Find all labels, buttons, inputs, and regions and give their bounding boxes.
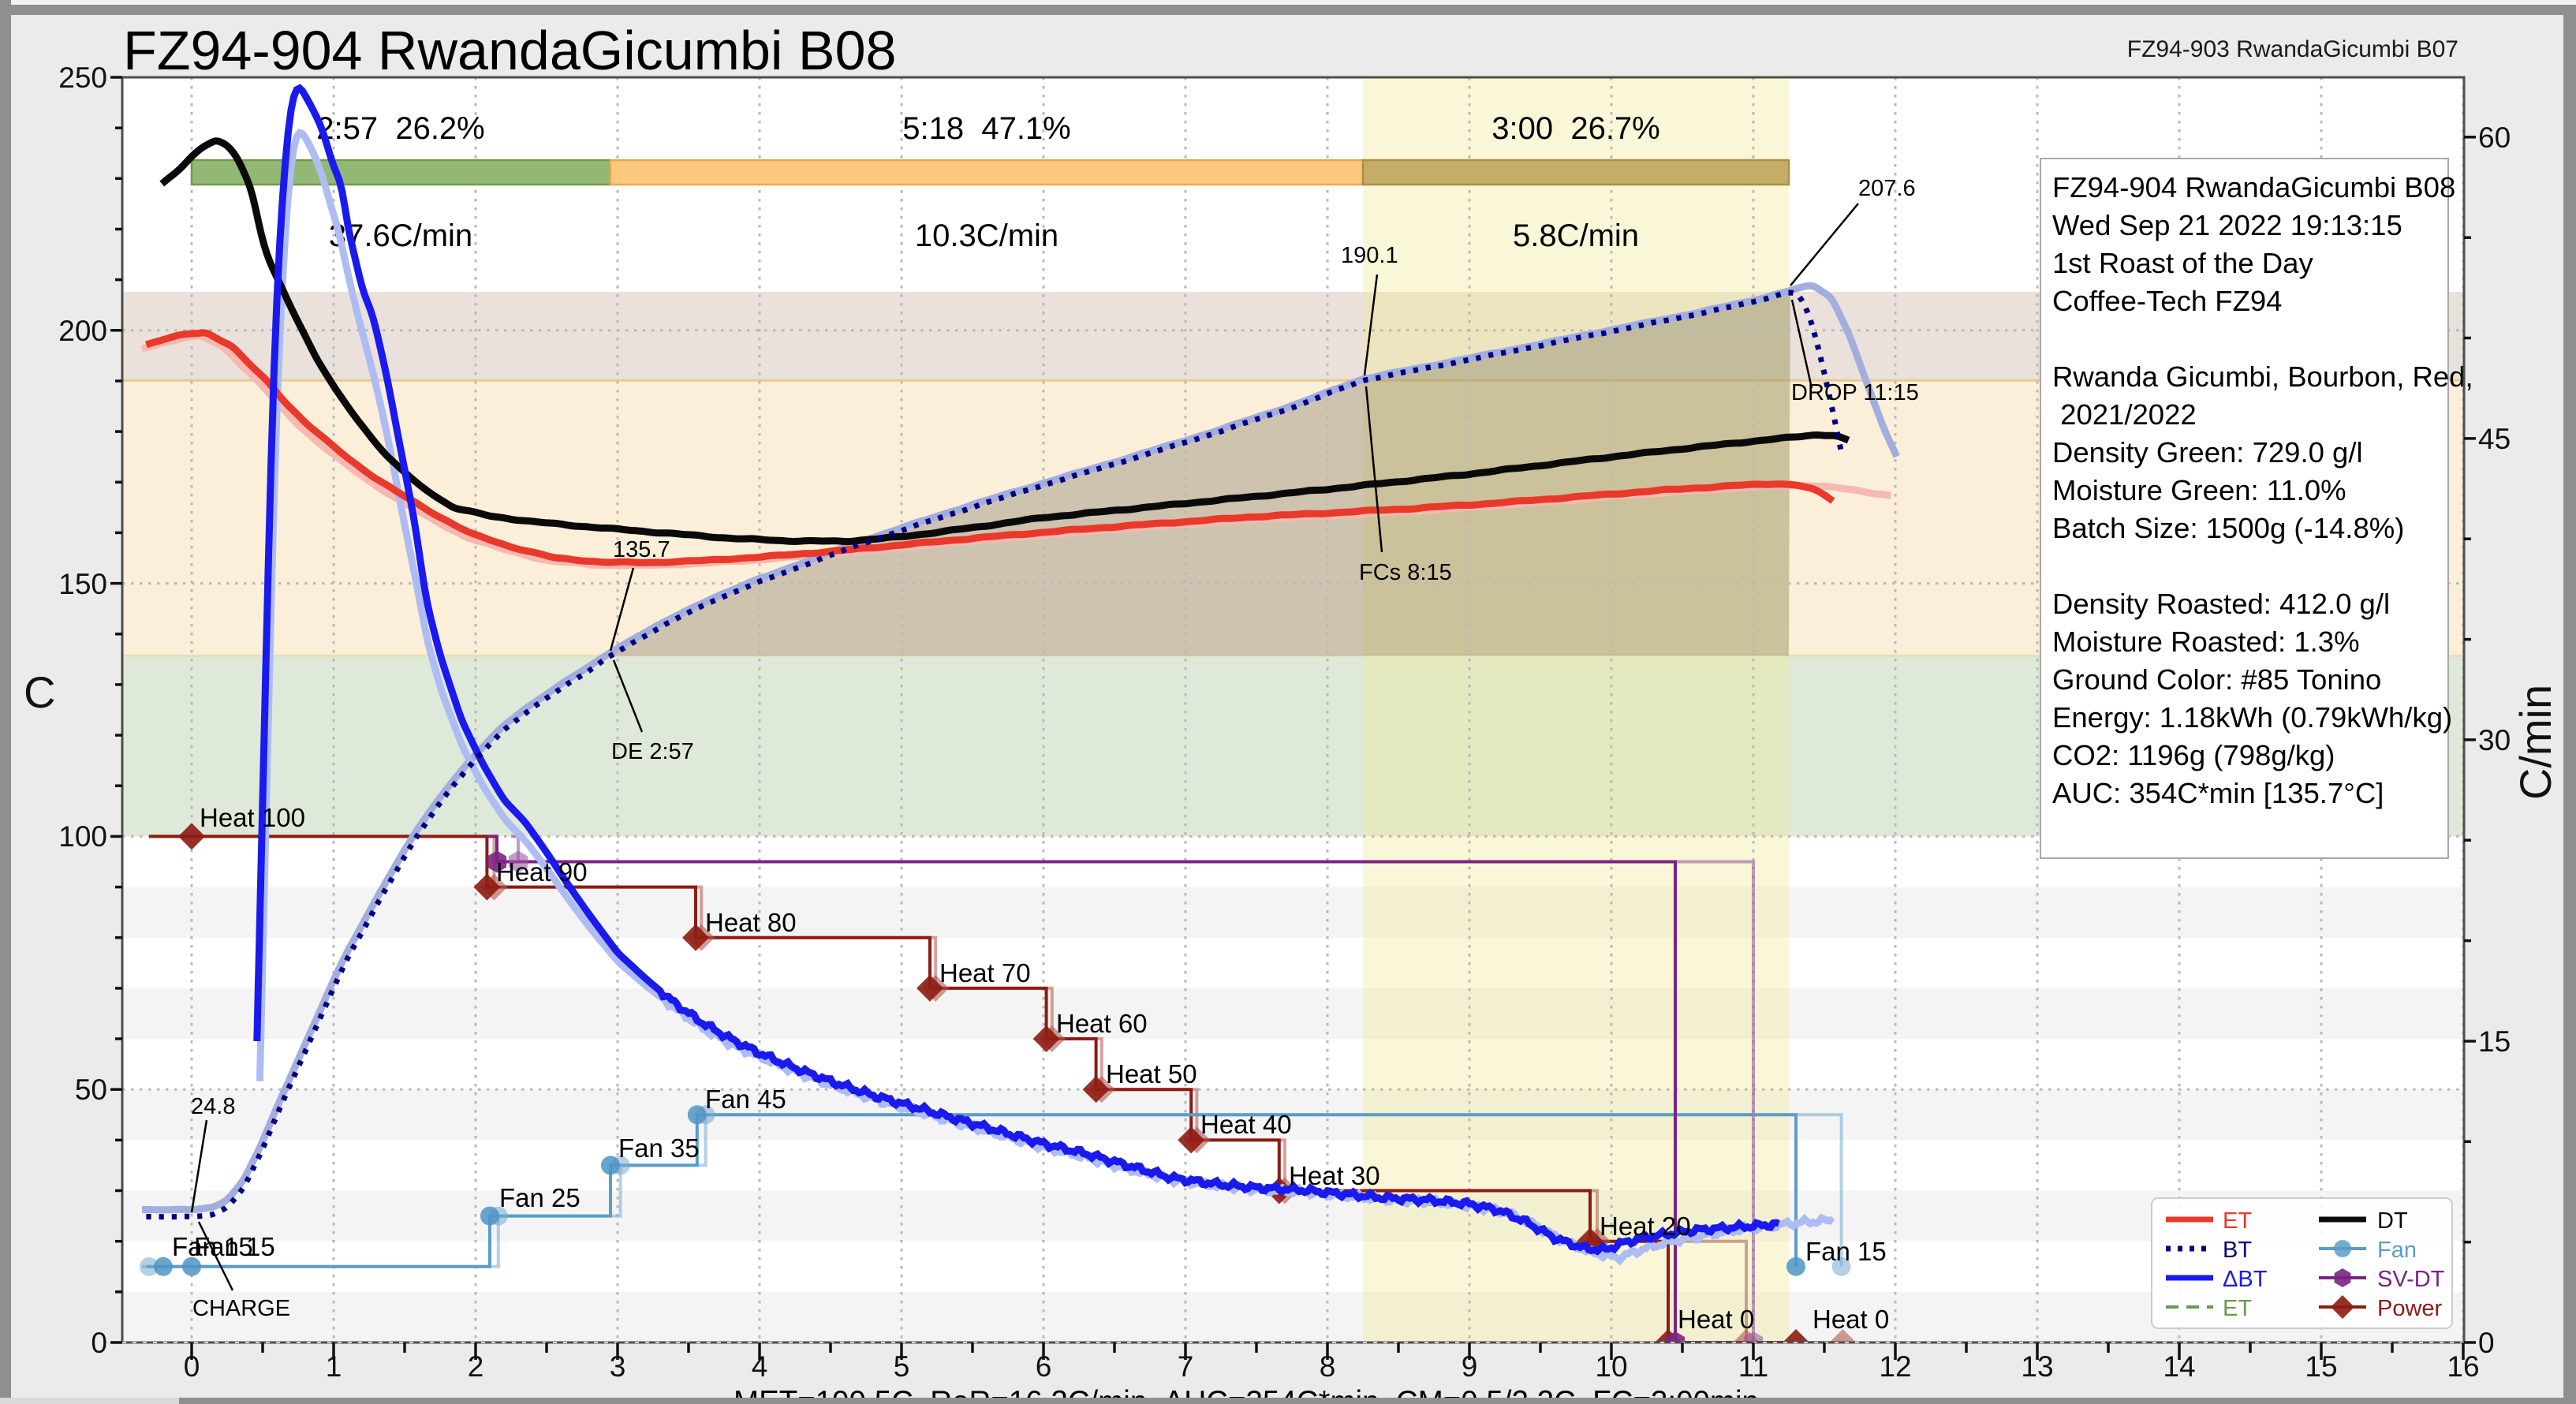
svg-text:Coffee-Tech FZ94: Coffee-Tech FZ94 <box>2052 285 2282 317</box>
svg-text:Moisture Green: 11.0%: Moisture Green: 11.0% <box>2052 474 2346 506</box>
svg-text:250: 250 <box>58 62 107 94</box>
svg-text:100: 100 <box>58 820 107 853</box>
svg-text:8: 8 <box>1320 1350 1336 1383</box>
svg-text:FCs 8:15: FCs 8:15 <box>1359 560 1452 585</box>
svg-text:Energy: 1.18kWh (0.79kWh/kg): Energy: 1.18kWh (0.79kWh/kg) <box>2052 701 2452 734</box>
svg-text:FZ94-903 RwandaGicumbi B07: FZ94-903 RwandaGicumbi B07 <box>2127 36 2458 62</box>
svg-text:Heat 90: Heat 90 <box>496 857 588 887</box>
svg-text:Fan 45: Fan 45 <box>705 1085 786 1114</box>
svg-text:24.8: 24.8 <box>191 1094 235 1119</box>
svg-text:11: 11 <box>1738 1350 1768 1383</box>
svg-text:5: 5 <box>894 1350 910 1383</box>
svg-text:Heat 0: Heat 0 <box>1678 1305 1754 1334</box>
svg-text:5:18 47.1%: 5:18 47.1% <box>902 111 1071 146</box>
svg-text:200: 200 <box>58 315 107 347</box>
svg-text:Heat 30: Heat 30 <box>1289 1161 1380 1190</box>
svg-text:16: 16 <box>2447 1350 2479 1383</box>
svg-text:Batch Size: 1500g (-14.8%): Batch Size: 1500g (-14.8%) <box>2052 512 2404 544</box>
svg-text:DE 2:57: DE 2:57 <box>611 739 694 764</box>
svg-text:12: 12 <box>1879 1350 1911 1383</box>
svg-text:SV-DT: SV-DT <box>2377 1267 2445 1292</box>
svg-text:Heat 0: Heat 0 <box>1813 1305 1889 1334</box>
svg-text:1st Roast of the Day: 1st Roast of the Day <box>2052 247 2313 279</box>
svg-text:2021/2022: 2021/2022 <box>2052 398 2197 431</box>
svg-text:Ground Color: #85 Tonino: Ground Color: #85 Tonino <box>2052 663 2381 696</box>
svg-text:5.8C/min: 5.8C/min <box>1513 218 1639 253</box>
svg-text:10.3C/min: 10.3C/min <box>915 218 1058 253</box>
svg-text:BT: BT <box>2223 1238 2252 1263</box>
svg-text:60: 60 <box>2478 121 2511 154</box>
svg-text:Heat 50: Heat 50 <box>1106 1059 1197 1088</box>
svg-text:Wed Sep 21 2022 19:13:15: Wed Sep 21 2022 19:13:15 <box>2052 209 2402 241</box>
svg-text:190.1: 190.1 <box>1341 243 1398 268</box>
svg-text:FZ94-904 RwandaGicumbi B08: FZ94-904 RwandaGicumbi B08 <box>2052 171 2455 204</box>
svg-text:150: 150 <box>58 568 107 600</box>
svg-text:15: 15 <box>2305 1350 2337 1383</box>
svg-text:4: 4 <box>752 1350 768 1383</box>
svg-text:Heat 80: Heat 80 <box>705 908 797 937</box>
svg-text:Density Green: 729.0 g/l: Density Green: 729.0 g/l <box>2052 436 2363 469</box>
svg-text:ΔBT: ΔBT <box>2223 1267 2268 1292</box>
svg-text:9: 9 <box>1462 1350 1478 1383</box>
svg-text:Moisture Roasted: 1.3%: Moisture Roasted: 1.3% <box>2052 625 2360 658</box>
svg-text:Fan 15: Fan 15 <box>172 1232 253 1261</box>
svg-text:Fan 15: Fan 15 <box>194 1232 275 1261</box>
svg-text:30: 30 <box>2478 724 2511 756</box>
svg-text:7: 7 <box>1178 1350 1194 1383</box>
svg-text:DT: DT <box>2377 1208 2408 1234</box>
svg-text:C: C <box>24 667 55 717</box>
svg-text:Heat 40: Heat 40 <box>1200 1110 1292 1139</box>
svg-text:C/min: C/min <box>2511 685 2560 800</box>
svg-text:FZ94-904 RwandaGicumbi B08: FZ94-904 RwandaGicumbi B08 <box>123 20 896 81</box>
svg-text:207.6: 207.6 <box>1858 176 1916 201</box>
svg-text:15: 15 <box>2478 1025 2511 1058</box>
svg-text:6: 6 <box>1036 1350 1052 1383</box>
svg-text:Heat 60: Heat 60 <box>1056 1009 1148 1038</box>
svg-text:Power: Power <box>2377 1296 2443 1321</box>
svg-text:Fan: Fan <box>2377 1238 2417 1263</box>
svg-text:2:57 26.2%: 2:57 26.2% <box>316 111 485 146</box>
svg-text:13: 13 <box>2021 1350 2053 1383</box>
svg-text:2: 2 <box>468 1350 484 1383</box>
svg-text:Rwanda Gicumbi, Bourbon, Red,: Rwanda Gicumbi, Bourbon, Red, <box>2052 360 2473 393</box>
svg-text:3:00 26.7%: 3:00 26.7% <box>1491 111 1660 146</box>
svg-text:14: 14 <box>2163 1350 2195 1383</box>
svg-text:Heat 100: Heat 100 <box>200 803 305 832</box>
svg-text:AUC: 354C*min [135.7°C]: AUC: 354C*min [135.7°C] <box>2052 777 2384 809</box>
svg-text:0: 0 <box>184 1350 200 1383</box>
svg-text:Fan 25: Fan 25 <box>499 1183 581 1212</box>
svg-text:Heat 20: Heat 20 <box>1600 1212 1691 1241</box>
svg-text:Density Roasted: 412.0 g/l: Density Roasted: 412.0 g/l <box>2052 588 2390 620</box>
svg-text:DROP 11:15: DROP 11:15 <box>1791 380 1919 405</box>
svg-text:CO2: 1196g (798g/kg): CO2: 1196g (798g/kg) <box>2052 739 2335 771</box>
svg-text:45: 45 <box>2478 423 2511 455</box>
svg-text:3: 3 <box>610 1350 626 1383</box>
svg-text:135.7: 135.7 <box>613 537 670 562</box>
svg-text:1: 1 <box>326 1350 342 1383</box>
svg-text:0: 0 <box>91 1327 107 1359</box>
svg-text:0: 0 <box>2478 1327 2495 1359</box>
svg-text:10: 10 <box>1595 1350 1627 1383</box>
svg-text:Fan 15: Fan 15 <box>1805 1237 1887 1266</box>
svg-text:ET: ET <box>2223 1296 2252 1321</box>
svg-text:50: 50 <box>75 1074 107 1106</box>
svg-text:ET: ET <box>2223 1208 2252 1234</box>
svg-text:Heat 70: Heat 70 <box>939 958 1031 988</box>
svg-text:Fan 35: Fan 35 <box>618 1133 700 1163</box>
svg-text:CHARGE: CHARGE <box>192 1296 290 1321</box>
